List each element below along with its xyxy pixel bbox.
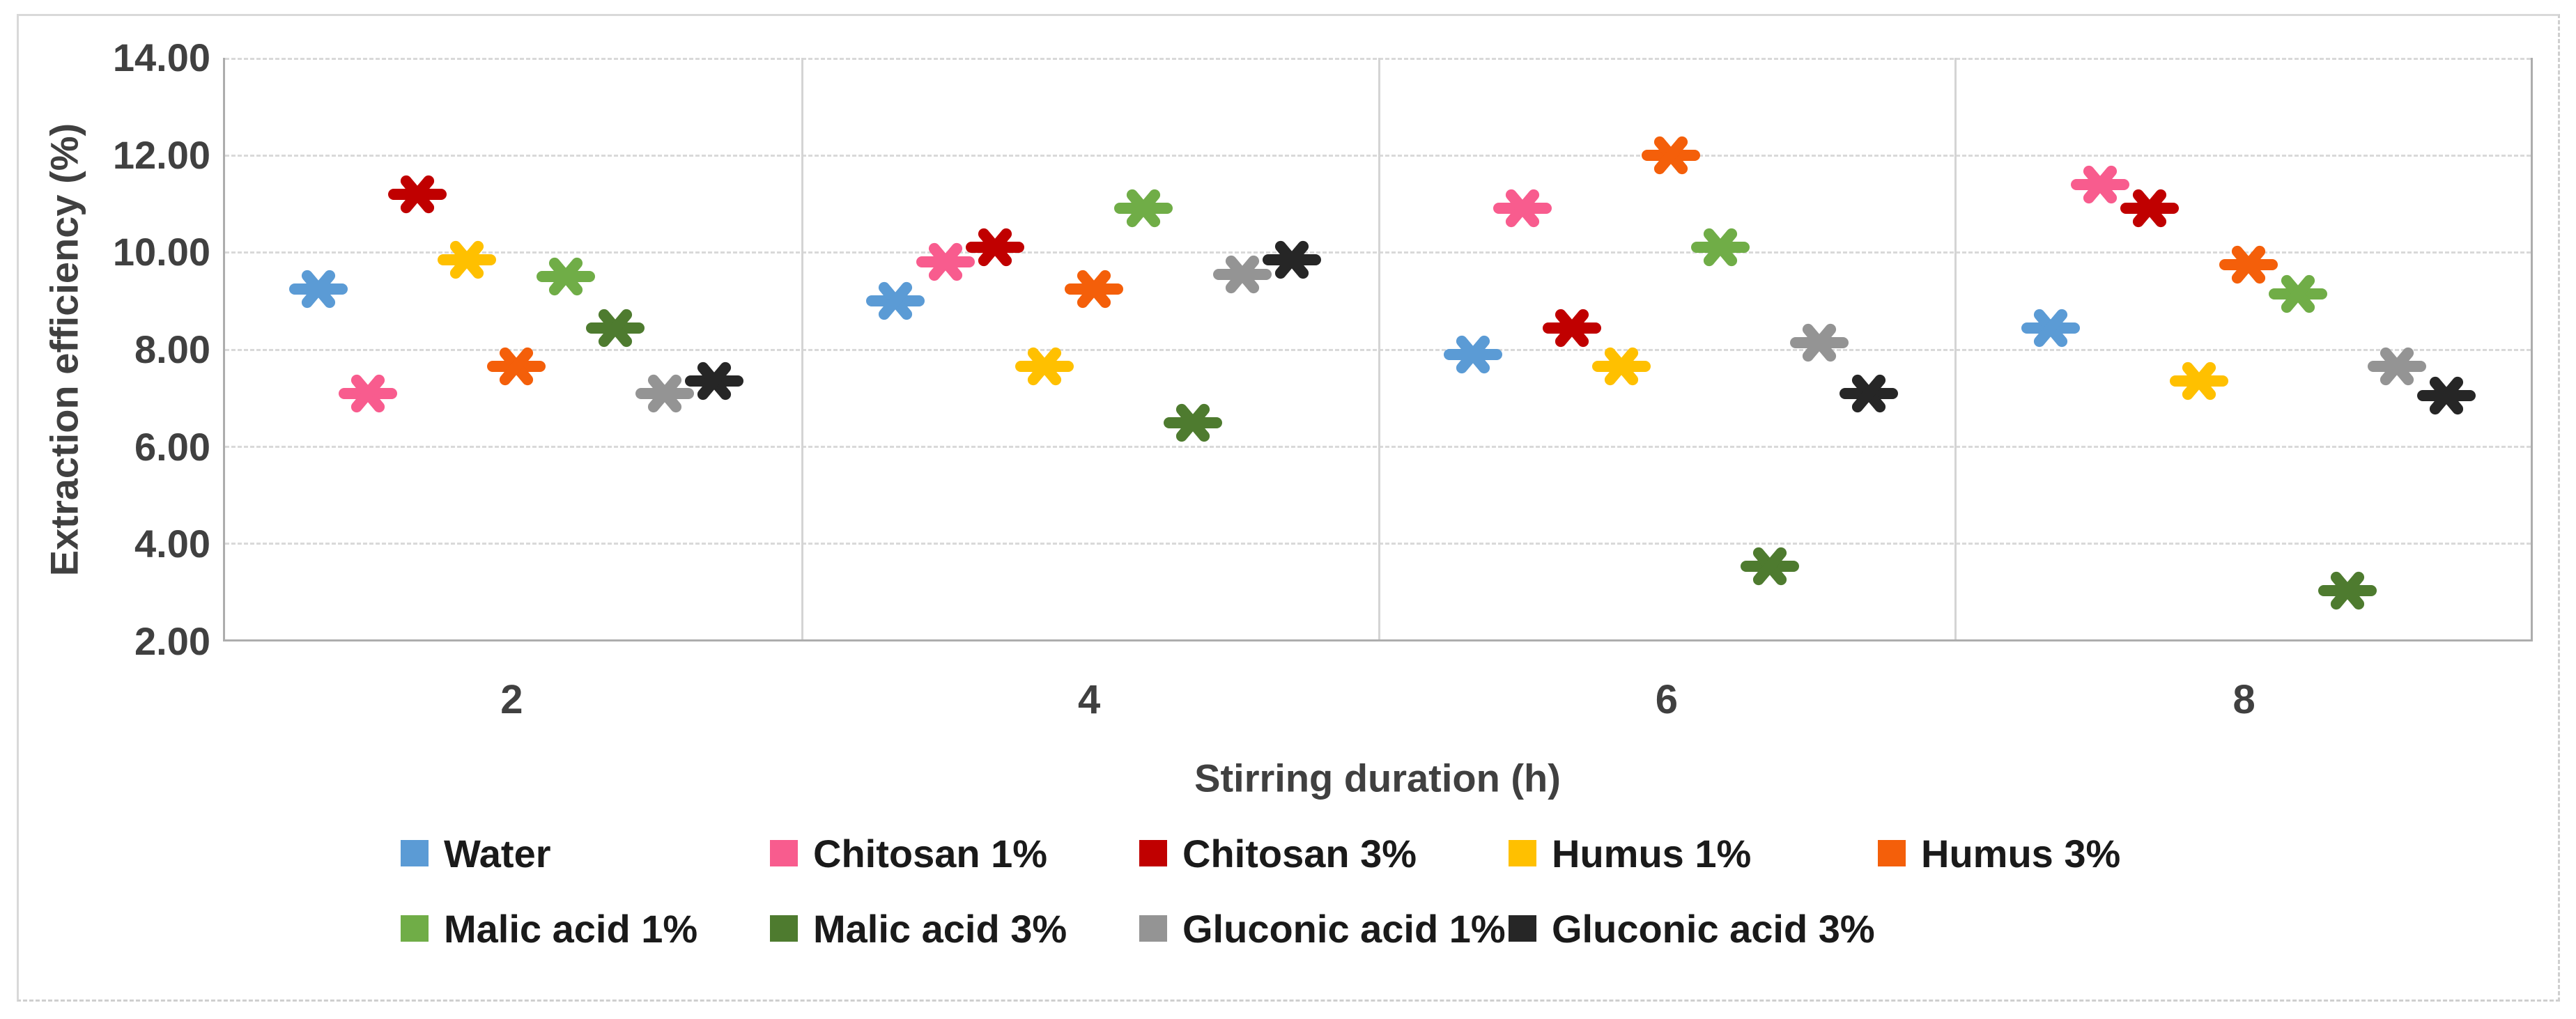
- legend-item-malic-acid-3: Malic acid 3%: [770, 905, 1067, 951]
- y-tick-label-14.00: 14.00: [112, 36, 210, 79]
- y-tick-label-6.00: 6.00: [134, 424, 210, 469]
- marker-chitosan-1-8h: [2071, 155, 2130, 214]
- marker-humus-3-8h: [2219, 235, 2278, 294]
- legend-swatch-icon: [770, 840, 798, 866]
- marker-water-8h: [2021, 299, 2080, 357]
- plot-area: [223, 58, 2533, 641]
- x-tick-label-4: 4: [1077, 677, 1101, 722]
- legend-item-humus-3: Humus 3%: [1878, 830, 2120, 876]
- legend-swatch-icon: [1509, 915, 1536, 942]
- legend-label: Humus 1%: [1552, 831, 1752, 876]
- legend-label: Chitosan 3%: [1182, 831, 1417, 876]
- legend-label: Gluconic acid 1%: [1182, 906, 1506, 951]
- legend-swatch-icon: [401, 915, 429, 942]
- marker-gluconic-acid-3-4h: [1262, 231, 1321, 289]
- legend-label: Humus 3%: [1921, 831, 2121, 876]
- legend-label: Malic acid 3%: [813, 906, 1067, 951]
- marker-gluconic-acid-1-8h: [2368, 337, 2427, 396]
- marker-humus-1-4h: [1015, 337, 1074, 396]
- marker-malic-acid-3-4h: [1163, 394, 1222, 452]
- marker-malic-acid-3-8h: [2318, 561, 2377, 620]
- marker-malic-acid-1-4h: [1113, 179, 1173, 238]
- legend-label: Chitosan 1%: [813, 831, 1048, 876]
- marker-chitosan-3-6h: [1543, 299, 1602, 357]
- x-tick-label-6: 6: [1655, 677, 1678, 722]
- y-tick-label-2.00: 2.00: [134, 619, 210, 663]
- legend-item-chitosan-3: Chitosan 3%: [1139, 830, 1417, 876]
- legend-item-humus-1: Humus 1%: [1509, 830, 1751, 876]
- marker-humus-1-2h: [437, 231, 496, 289]
- marker-gluconic-acid-3-8h: [2417, 366, 2476, 425]
- marker-humus-3-2h: [486, 337, 546, 396]
- marker-chitosan-3-4h: [965, 218, 1024, 277]
- marker-gluconic-acid-1-4h: [1212, 245, 1272, 304]
- y-tick-label-10.00: 10.00: [112, 230, 210, 274]
- marker-malic-acid-3-6h: [1741, 537, 1800, 596]
- legend-label: Water: [444, 831, 551, 876]
- x-tick-label-8: 8: [2232, 677, 2255, 722]
- marker-humus-3-4h: [1064, 260, 1123, 318]
- y-tick-label-12.00: 12.00: [112, 132, 210, 177]
- legend-item-malic-acid-1: Malic acid 1%: [401, 905, 697, 951]
- x-axis-title: Stirring duration (h): [1194, 756, 1561, 800]
- marker-chitosan-1-2h: [338, 364, 397, 423]
- marker-malic-acid-3-2h: [585, 299, 645, 357]
- category-separator: [1954, 58, 1957, 639]
- y-tick-label-8.00: 8.00: [134, 327, 210, 371]
- marker-chitosan-3-2h: [387, 165, 447, 224]
- legend-swatch-icon: [1878, 840, 1906, 866]
- legend-item-gluconic-acid-1: Gluconic acid 1%: [1139, 905, 1506, 951]
- marker-malic-acid-1-8h: [2269, 265, 2328, 323]
- legend-swatch-icon: [401, 840, 429, 866]
- legend-item-gluconic-acid-3: Gluconic acid 3%: [1509, 905, 1875, 951]
- marker-chitosan-1-4h: [916, 233, 975, 291]
- marker-gluconic-acid-1-6h: [1790, 313, 1849, 372]
- marker-gluconic-acid-1-2h: [635, 364, 694, 423]
- category-separator: [1378, 58, 1380, 639]
- x-tick-label-2: 2: [500, 677, 523, 722]
- marker-chitosan-1-6h: [1493, 179, 1552, 238]
- marker-humus-1-6h: [1592, 337, 1651, 396]
- marker-water-4h: [866, 272, 925, 330]
- legend-item-water: Water: [401, 830, 551, 876]
- legend-swatch-icon: [1139, 840, 1167, 866]
- marker-water-2h: [288, 260, 348, 318]
- marker-humus-1-8h: [2170, 352, 2229, 410]
- marker-humus-3-6h: [1642, 126, 1701, 185]
- y-tick-label-4.00: 4.00: [134, 522, 210, 566]
- marker-malic-acid-1-2h: [536, 247, 595, 306]
- legend-item-chitosan-1: Chitosan 1%: [770, 830, 1047, 876]
- marker-malic-acid-1-6h: [1691, 218, 1750, 277]
- legend-label: Gluconic acid 3%: [1552, 906, 1875, 951]
- marker-water-6h: [1444, 325, 1503, 384]
- category-separator: [801, 58, 804, 639]
- marker-chitosan-3-8h: [2120, 179, 2180, 238]
- legend-swatch-icon: [1509, 840, 1536, 866]
- legend-swatch-icon: [770, 915, 798, 942]
- legend-swatch-icon: [1139, 915, 1167, 942]
- marker-gluconic-acid-3-6h: [1840, 364, 1899, 423]
- marker-gluconic-acid-3-2h: [684, 352, 743, 410]
- legend-label: Malic acid 1%: [444, 906, 698, 951]
